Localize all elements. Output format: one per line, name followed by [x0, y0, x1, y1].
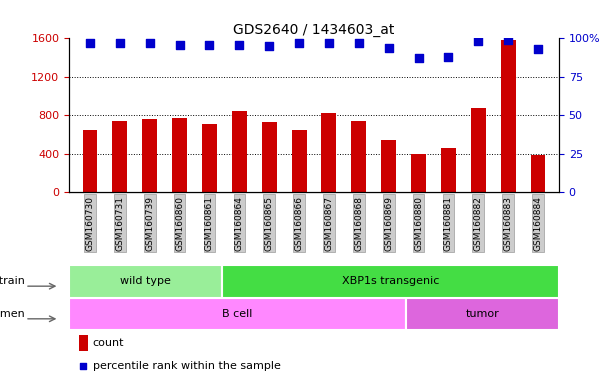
Text: GSM160882: GSM160882 — [474, 196, 483, 250]
Point — [85, 40, 95, 46]
Bar — [411, 154, 426, 192]
Text: B cell: B cell — [222, 309, 252, 319]
Text: GSM160861: GSM160861 — [205, 196, 214, 251]
Point — [444, 54, 453, 60]
Point — [234, 41, 244, 48]
Point — [264, 43, 274, 49]
Bar — [222, 265, 559, 298]
Point — [145, 40, 154, 46]
Bar — [262, 122, 276, 192]
Point — [79, 363, 88, 369]
Bar — [352, 121, 366, 192]
Point — [294, 40, 304, 46]
Text: GSM160739: GSM160739 — [145, 196, 154, 251]
Point — [504, 37, 513, 43]
Point — [384, 45, 394, 51]
Text: GSM160730: GSM160730 — [85, 196, 94, 251]
Text: strain: strain — [0, 276, 25, 286]
Text: GSM160884: GSM160884 — [534, 196, 543, 250]
Bar — [406, 298, 559, 330]
Bar — [531, 155, 546, 192]
Bar — [291, 130, 307, 192]
Bar — [112, 121, 127, 192]
Bar — [202, 124, 217, 192]
Text: GSM160866: GSM160866 — [294, 196, 304, 251]
Bar — [471, 108, 486, 192]
Text: GSM160881: GSM160881 — [444, 196, 453, 251]
Text: wild type: wild type — [120, 276, 171, 286]
Bar — [501, 40, 516, 192]
Point — [324, 40, 334, 46]
Text: XBP1s transgenic: XBP1s transgenic — [342, 276, 439, 286]
Point — [205, 41, 215, 48]
Bar — [142, 119, 157, 192]
Text: GSM160880: GSM160880 — [414, 196, 423, 251]
Text: GSM160869: GSM160869 — [384, 196, 393, 251]
Bar — [322, 113, 337, 192]
Bar — [232, 111, 247, 192]
Point — [115, 40, 124, 46]
Text: GSM160860: GSM160860 — [175, 196, 184, 251]
Point — [533, 46, 543, 52]
Bar — [69, 298, 406, 330]
Text: GSM160864: GSM160864 — [235, 196, 244, 250]
Point — [474, 38, 483, 45]
Text: percentile rank within the sample: percentile rank within the sample — [93, 361, 281, 371]
Bar — [172, 118, 187, 192]
Bar — [441, 148, 456, 192]
Bar — [82, 130, 97, 192]
Text: GSM160731: GSM160731 — [115, 196, 124, 251]
Text: count: count — [93, 338, 124, 348]
Text: GSM160868: GSM160868 — [355, 196, 364, 251]
Text: GSM160867: GSM160867 — [325, 196, 334, 251]
Title: GDS2640 / 1434603_at: GDS2640 / 1434603_at — [233, 23, 395, 37]
Bar — [79, 335, 88, 351]
Bar — [381, 140, 396, 192]
Text: GSM160883: GSM160883 — [504, 196, 513, 251]
Bar — [69, 265, 222, 298]
Text: tumor: tumor — [466, 309, 499, 319]
Point — [413, 55, 423, 61]
Point — [175, 41, 185, 48]
Text: GSM160865: GSM160865 — [264, 196, 273, 251]
Point — [354, 40, 364, 46]
Text: specimen: specimen — [0, 309, 25, 319]
